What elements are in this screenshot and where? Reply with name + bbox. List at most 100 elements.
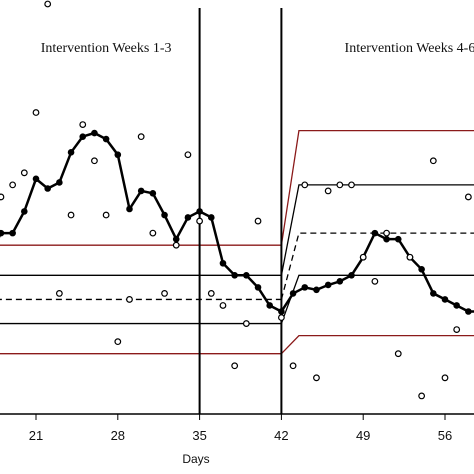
raw-point	[418, 392, 426, 400]
raw-point	[102, 211, 110, 219]
raw-point	[254, 217, 262, 225]
smooth-point	[324, 281, 332, 289]
x-tick-label: 49	[356, 428, 370, 443]
raw-point	[219, 302, 227, 309]
smooth-point	[126, 205, 133, 213]
smooth-point	[231, 272, 238, 279]
lower-sigma-line-phase2	[280, 274, 474, 324]
raw-point	[301, 181, 309, 189]
x-tick-label: 42	[274, 428, 288, 443]
phase-label-2: Intervention Weeks 4-6	[345, 41, 474, 56]
smooth-point	[430, 290, 437, 297]
raw-point	[348, 181, 355, 189]
raw-point	[441, 374, 449, 382]
raw-point	[336, 181, 344, 189]
phase-labels: Intervention Weeks 1-3 Intervention Weeks…	[41, 41, 474, 56]
raw-point	[79, 121, 87, 128]
smooth-point	[418, 265, 425, 273]
raw-point	[371, 277, 379, 285]
raw-point	[383, 229, 390, 237]
raw-point	[406, 253, 414, 261]
smooth-point	[56, 179, 63, 186]
raw-point	[44, 0, 52, 8]
smooth-point	[465, 308, 472, 315]
raw-point	[126, 296, 133, 303]
smooth-point	[207, 214, 215, 221]
raw-point	[196, 217, 204, 225]
smooth-point	[278, 308, 285, 315]
smooth-point	[79, 133, 87, 140]
smooth-point	[21, 208, 28, 215]
smooth-point	[161, 211, 168, 219]
mean-line-phase2	[280, 232, 474, 300]
raw-point	[464, 193, 472, 201]
raw-point	[137, 133, 145, 141]
control-limits	[0, 129, 474, 355]
raw-point	[161, 290, 168, 297]
raw-point	[278, 314, 285, 321]
smooth-point	[44, 185, 51, 192]
smooth-point	[196, 208, 203, 215]
smooth-point	[336, 278, 344, 285]
raw-point	[20, 169, 28, 177]
smooth-point	[137, 187, 145, 195]
upper-sigma-line-phase2	[280, 184, 474, 276]
raw-point	[453, 326, 461, 333]
smooth-point	[348, 272, 355, 279]
raw-point	[149, 229, 157, 237]
smooth-point	[102, 135, 110, 143]
smooth-point	[313, 286, 320, 294]
smooth-point	[149, 190, 157, 197]
smooth-point	[219, 259, 227, 267]
smooth-point	[371, 229, 379, 237]
raw-point	[32, 109, 40, 116]
raw-point	[0, 193, 5, 201]
smooth-line	[0, 131, 474, 314]
smoothed-series	[0, 129, 474, 315]
raw-point	[207, 290, 215, 297]
x-tick-label: 21	[29, 428, 43, 443]
raw-point	[313, 374, 320, 382]
raw-point	[114, 338, 122, 346]
smooth-point	[394, 235, 402, 243]
smooth-point	[114, 151, 122, 159]
raw-point	[231, 362, 239, 370]
raw-point	[359, 253, 367, 261]
raw-point	[55, 290, 63, 297]
raw-point	[324, 187, 332, 195]
raw-point	[289, 362, 297, 370]
x-tick-label: 28	[111, 428, 125, 443]
raw-point	[184, 151, 192, 159]
smooth-point	[32, 175, 40, 183]
ucl-line-phase2	[280, 129, 474, 246]
smooth-point	[301, 284, 309, 291]
smooth-point	[441, 296, 449, 303]
smooth-point	[172, 235, 180, 243]
raw-point	[172, 241, 180, 249]
smooth-point	[0, 229, 5, 237]
phase-label-1: Intervention Weeks 1-3	[41, 41, 172, 56]
smooth-point	[9, 229, 16, 237]
smooth-point	[453, 302, 460, 309]
raw-data-points	[0, 0, 472, 400]
raw-point	[67, 211, 75, 219]
lcl-line-phase2	[280, 334, 474, 355]
smooth-point	[254, 284, 262, 291]
x-axis: 21 28 35 42 49 56	[0, 413, 474, 443]
raw-point	[242, 320, 250, 327]
x-axis-title: Days	[182, 452, 209, 466]
smooth-point	[91, 129, 98, 137]
x-tick-label: 56	[438, 428, 452, 443]
raw-point	[394, 350, 402, 358]
smooth-point	[289, 290, 297, 297]
smooth-point	[67, 149, 75, 156]
smooth-point	[243, 272, 250, 279]
x-tick-label: 35	[192, 428, 206, 443]
raw-point	[9, 181, 17, 189]
smooth-point	[383, 235, 390, 243]
smooth-point	[184, 214, 192, 221]
raw-point	[91, 157, 98, 165]
raw-point	[429, 157, 437, 165]
smooth-point	[266, 302, 274, 309]
